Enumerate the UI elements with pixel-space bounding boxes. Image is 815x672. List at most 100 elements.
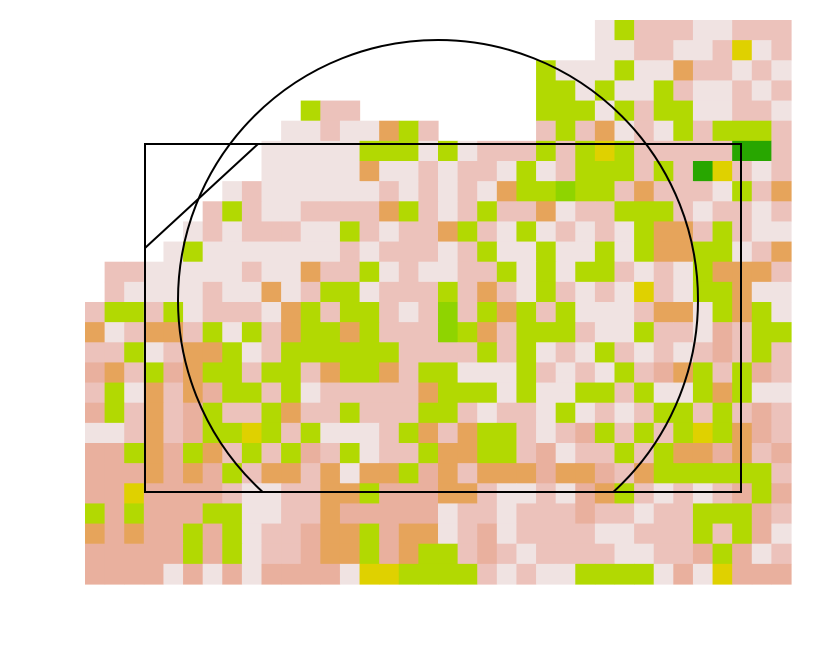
raster-cell bbox=[281, 281, 302, 303]
raster-cell bbox=[673, 241, 694, 263]
raster-cell bbox=[163, 563, 184, 585]
raster-cell bbox=[653, 221, 674, 243]
raster-cell bbox=[575, 463, 596, 484]
raster-cell bbox=[712, 362, 733, 384]
raster-cell bbox=[300, 342, 321, 364]
raster-cell bbox=[124, 523, 145, 545]
raster-cell bbox=[477, 443, 498, 464]
raster-cell bbox=[281, 563, 302, 585]
raster-cell bbox=[536, 503, 557, 525]
raster-cell bbox=[771, 241, 792, 263]
raster-cell bbox=[496, 322, 518, 343]
raster-cell bbox=[359, 201, 380, 223]
raster-cell bbox=[516, 181, 537, 202]
raster-cell bbox=[438, 261, 459, 283]
raster-cell bbox=[594, 221, 616, 243]
raster-cell bbox=[594, 241, 616, 263]
raster-cell bbox=[339, 422, 361, 444]
raster-cell bbox=[261, 241, 282, 263]
raster-cell bbox=[771, 362, 792, 384]
raster-cell bbox=[692, 221, 714, 243]
raster-cell bbox=[457, 563, 478, 585]
raster-cell bbox=[359, 463, 380, 484]
raster-cell bbox=[339, 563, 361, 585]
raster-cell bbox=[496, 201, 518, 223]
raster-cell bbox=[222, 322, 243, 343]
raster-cell bbox=[634, 402, 655, 424]
raster-cell bbox=[516, 543, 537, 565]
raster-cell bbox=[438, 402, 459, 424]
raster-cell bbox=[418, 523, 439, 545]
raster-cell bbox=[143, 302, 165, 323]
raster-cell bbox=[555, 302, 576, 323]
raster-cell bbox=[339, 261, 361, 283]
raster-cell bbox=[594, 40, 616, 61]
raster-cell bbox=[751, 20, 772, 41]
raster-cell bbox=[634, 60, 655, 82]
raster-cell bbox=[732, 322, 753, 343]
raster-cell bbox=[496, 140, 518, 162]
raster-cell bbox=[692, 20, 714, 41]
raster-cell bbox=[339, 140, 361, 162]
raster-cell bbox=[516, 241, 537, 263]
raster-cell bbox=[614, 483, 635, 505]
raster-cell bbox=[634, 20, 655, 41]
raster-cell bbox=[477, 201, 498, 223]
raster-cell bbox=[418, 161, 439, 182]
raster-cell bbox=[575, 201, 596, 223]
raster-cell bbox=[339, 120, 361, 142]
raster-cell bbox=[320, 120, 341, 142]
raster-cell bbox=[202, 503, 223, 525]
raster-cell bbox=[457, 241, 478, 263]
raster-cell bbox=[202, 543, 223, 565]
raster-cell bbox=[634, 362, 655, 384]
raster-cell bbox=[771, 342, 792, 364]
raster-cell bbox=[536, 241, 557, 263]
raster-cell bbox=[379, 181, 400, 202]
raster-cell bbox=[241, 463, 263, 484]
raster-cell bbox=[241, 483, 263, 505]
raster-cell bbox=[124, 342, 145, 364]
raster-cell bbox=[516, 322, 537, 343]
raster-cell bbox=[398, 241, 419, 263]
raster-cell bbox=[653, 241, 674, 263]
raster-cell bbox=[477, 181, 498, 202]
raster-cell bbox=[673, 302, 694, 323]
raster-cell bbox=[261, 503, 282, 525]
raster-cell bbox=[359, 241, 380, 263]
raster-cell bbox=[202, 241, 223, 263]
raster-cell bbox=[163, 362, 184, 384]
raster-cell bbox=[771, 281, 792, 303]
raster-cell bbox=[555, 322, 576, 343]
raster-cell bbox=[241, 241, 263, 263]
raster-cell bbox=[751, 382, 772, 404]
raster-cell bbox=[555, 80, 576, 102]
raster-cell bbox=[438, 201, 459, 223]
raster-cell bbox=[241, 382, 263, 404]
raster-cell bbox=[104, 483, 125, 505]
raster-cell bbox=[575, 443, 596, 464]
raster-cell bbox=[692, 563, 714, 585]
raster-cell bbox=[771, 503, 792, 525]
raster-cell bbox=[339, 362, 361, 384]
raster-cell bbox=[653, 463, 674, 484]
raster-cell bbox=[712, 181, 733, 202]
raster-cell bbox=[438, 362, 459, 384]
raster-cell bbox=[732, 483, 753, 505]
raster-cell bbox=[183, 483, 204, 505]
raster-cell bbox=[281, 543, 302, 565]
raster-cell bbox=[438, 543, 459, 565]
raster-cell bbox=[379, 302, 400, 323]
raster-cell bbox=[712, 281, 733, 303]
raster-cell bbox=[771, 201, 792, 223]
raster-cell bbox=[438, 241, 459, 263]
raster-cell bbox=[281, 503, 302, 525]
raster-cell bbox=[673, 463, 694, 484]
raster-cell bbox=[496, 483, 518, 505]
raster-cell bbox=[339, 201, 361, 223]
raster-cell bbox=[751, 60, 772, 82]
raster-cell bbox=[202, 362, 223, 384]
raster-cell bbox=[594, 281, 616, 303]
raster-cell bbox=[516, 161, 537, 182]
raster-cell bbox=[320, 443, 341, 464]
